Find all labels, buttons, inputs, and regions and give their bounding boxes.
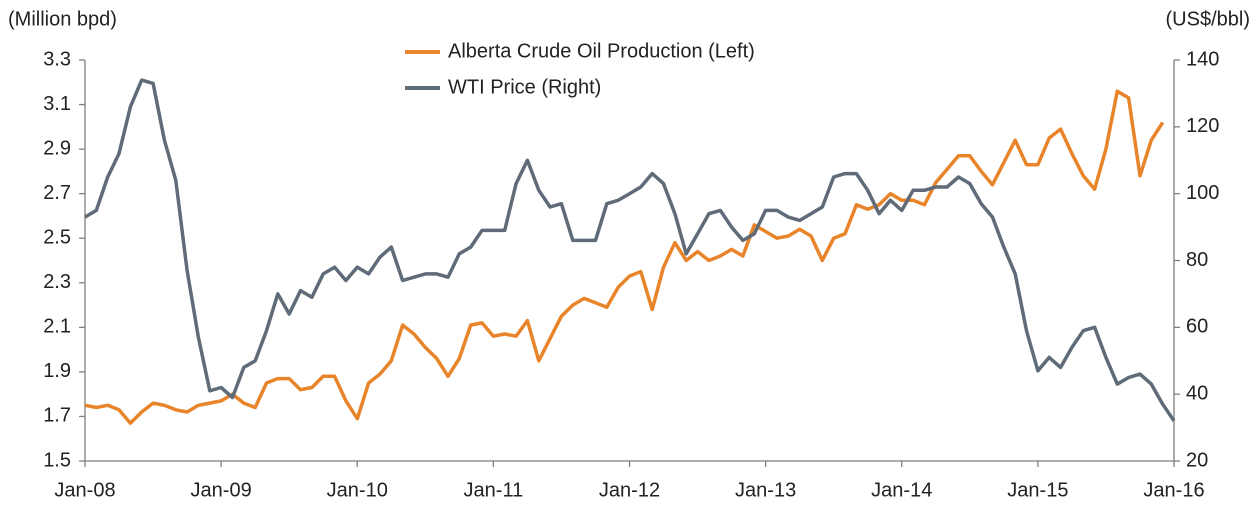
y2-tick-label: 100 xyxy=(1186,182,1219,204)
x-tick-label: Jan-11 xyxy=(464,479,524,501)
x-tick-label: Jan-10 xyxy=(327,479,388,501)
y-tick-label: 3.3 xyxy=(43,48,71,70)
x-tick-label: Jan-15 xyxy=(1007,479,1068,501)
legend-label: Alberta Crude Oil Production (Left) xyxy=(448,40,755,62)
x-tick-label: Jan-14 xyxy=(871,479,932,501)
y-tick-label: 2.3 xyxy=(43,271,71,293)
y-tick-label: 2.9 xyxy=(43,137,71,159)
y-tick-label: 1.7 xyxy=(43,405,71,427)
y2-tick-label: 120 xyxy=(1186,115,1219,137)
y-tick-label: 2.5 xyxy=(43,227,71,249)
x-tick-label: Jan-08 xyxy=(54,479,115,501)
x-tick-label: Jan-09 xyxy=(191,479,252,501)
y-tick-label: 1.9 xyxy=(43,360,71,382)
y2-tick-label: 20 xyxy=(1186,449,1208,471)
x-tick-label: Jan-13 xyxy=(735,479,796,501)
y-tick-label: 2.1 xyxy=(43,316,71,338)
x-tick-label: Jan-12 xyxy=(599,479,660,501)
legend-label: WTI Price (Right) xyxy=(448,76,601,98)
y-tick-label: 3.1 xyxy=(43,93,71,115)
y-tick-label: 1.5 xyxy=(43,449,71,471)
series-line xyxy=(84,89,1165,425)
y2-tick-label: 40 xyxy=(1186,382,1208,404)
series-line xyxy=(84,78,1176,422)
y-tick-label: 2.7 xyxy=(43,182,71,204)
x-tick-label: Jan-16 xyxy=(1143,479,1204,501)
y2-tick-label: 80 xyxy=(1186,249,1208,271)
y2-axis-label: (US$/bbl) xyxy=(1166,8,1250,30)
y2-tick-label: 60 xyxy=(1186,316,1208,338)
y2-tick-label: 140 xyxy=(1186,48,1219,70)
y-axis-label: (Million bpd) xyxy=(8,8,117,30)
